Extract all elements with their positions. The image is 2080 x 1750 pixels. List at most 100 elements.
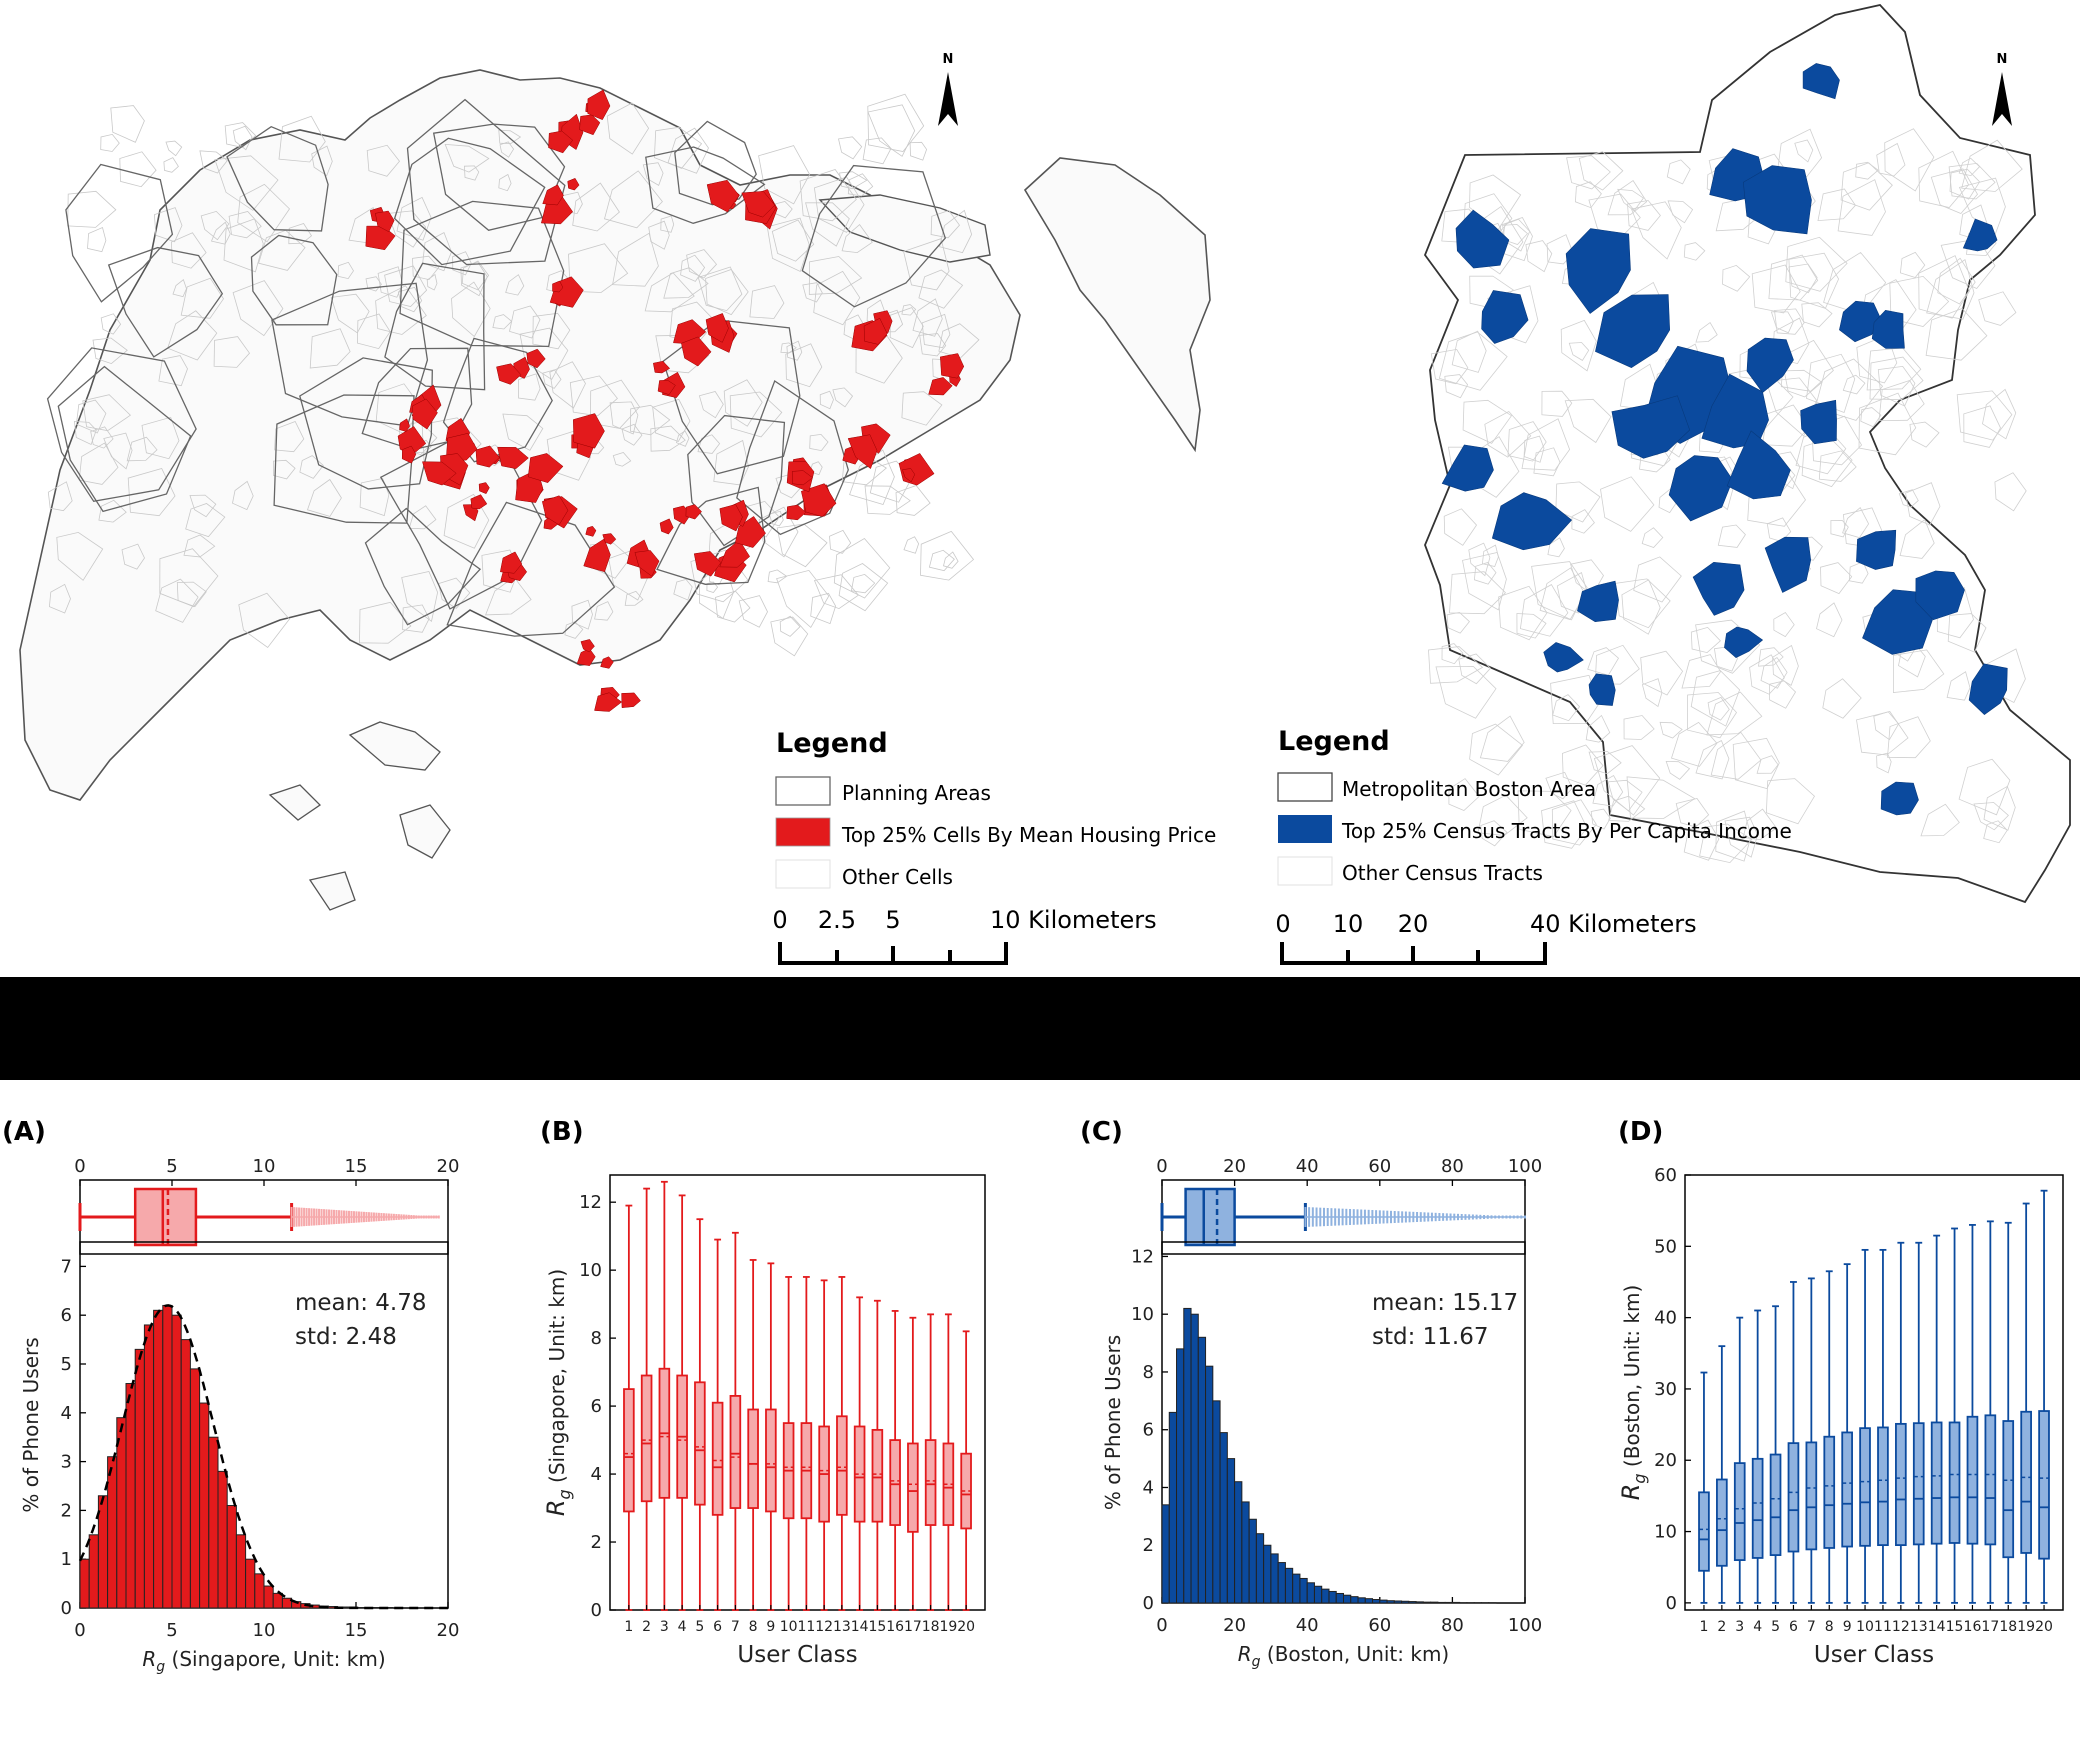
top25-tract [1491, 492, 1573, 551]
x-tick-label: 20 [2035, 1619, 2053, 1635]
top25-cell [552, 280, 564, 293]
planning-area-outline [384, 262, 486, 391]
map-cell [170, 232, 207, 269]
census-tract [1909, 421, 1940, 448]
x-tick-label: 17 [904, 1619, 922, 1635]
census-tract [1552, 694, 1581, 722]
map-cell [919, 333, 947, 357]
census-tract [1773, 611, 1795, 638]
y-tick-label: 2 [591, 1532, 602, 1553]
census-tract [1592, 774, 1624, 807]
histogram-bar [1226, 1458, 1236, 1604]
top-tick-label: 0 [74, 1156, 85, 1177]
map-cell [396, 196, 432, 241]
census-tract [1926, 259, 1975, 320]
top25-cell [621, 692, 641, 708]
map-cell [569, 375, 618, 417]
top25-cell [705, 313, 729, 343]
planning-area-outline [299, 357, 433, 490]
black-band [0, 977, 2080, 1080]
top25-tract [1543, 642, 1584, 673]
histogram-bar [1386, 1600, 1395, 1604]
census-tract [1507, 421, 1547, 462]
x-tick-label: 3 [660, 1619, 669, 1635]
y-axis-label: % of Phone Users [1101, 1335, 1125, 1510]
map-cell [463, 165, 480, 181]
y-tick-label: 5 [61, 1354, 72, 1375]
map-cell [589, 379, 641, 429]
histogram-bar [1168, 1411, 1178, 1604]
planning-area-outline [393, 137, 546, 266]
planning-area-outline [361, 347, 473, 451]
census-tract [1516, 613, 1547, 639]
map-cell [738, 595, 768, 628]
map-cell [311, 145, 333, 177]
census-tract [1788, 252, 1840, 309]
iqr-box [1751, 1457, 1764, 1559]
iqr-box [889, 1439, 901, 1526]
map-cell [768, 510, 784, 527]
histogram-bar [1321, 1588, 1330, 1604]
census-tract [1760, 656, 1788, 689]
histogram-bar [1212, 1400, 1221, 1604]
iqr-box [836, 1415, 848, 1516]
census-tract [1961, 139, 2023, 192]
iqr-box [1984, 1414, 1997, 1546]
top25-cell [567, 177, 580, 191]
census-tract [1898, 489, 1919, 508]
census-tract [1816, 602, 1843, 638]
iqr-box [1733, 1462, 1746, 1561]
y-tick-label: 10 [1131, 1304, 1154, 1325]
map-cell [481, 549, 520, 593]
y-tick-label: 6 [1143, 1420, 1154, 1441]
singapore-south-islands [268, 721, 451, 911]
map-cell [210, 221, 231, 245]
map-cell [90, 426, 114, 449]
y-tick-label: 20 [1654, 1450, 1677, 1471]
std-annotation: std: 11.67 [1372, 1324, 1489, 1350]
x-tick-label: 80 [1441, 1615, 1464, 1636]
map-cell [571, 599, 593, 630]
top25-cell [940, 353, 965, 379]
map-cell [895, 485, 931, 516]
map-cell [366, 144, 401, 177]
map-cell [706, 581, 719, 593]
histogram-bar [88, 1534, 99, 1609]
iqr-box [1769, 1453, 1782, 1556]
panel-label: (C) [1080, 1117, 1123, 1147]
planning-area-outline [271, 282, 429, 427]
x-tick-label: 17 [1981, 1619, 1999, 1635]
top25-tract [1726, 430, 1791, 500]
census-tract [1884, 128, 1935, 192]
histogram-bar [226, 1505, 237, 1609]
census-tract [1695, 740, 1730, 780]
census-tract [1566, 155, 1611, 190]
x-tick-label: 14 [851, 1619, 869, 1635]
map-cell [505, 274, 525, 296]
y-tick-label: 3 [61, 1452, 72, 1473]
map-cell [165, 140, 183, 157]
map-cell [121, 543, 145, 570]
x-axis-label: User Class [737, 1642, 857, 1668]
top25-cell [861, 423, 891, 454]
top25-cell [399, 418, 410, 432]
legend-item-other-tracts: Other Census Tracts [1342, 861, 1543, 885]
singapore-map: N Legend Planning Areas Top 25% Cells By… [19, 52, 1216, 965]
map-cell [770, 616, 809, 657]
map-cell [47, 481, 73, 512]
map-cell [377, 266, 404, 298]
top-tick-label: 60 [1368, 1156, 1391, 1177]
map-cell [776, 569, 830, 629]
x-tick-label: 5 [695, 1619, 704, 1635]
map-cell [629, 404, 671, 436]
map-cell [100, 313, 122, 335]
census-tract [1817, 188, 1856, 222]
census-tract [1477, 794, 1528, 836]
histogram-bar [1408, 1601, 1417, 1604]
map-cell [519, 327, 569, 380]
map-cell [938, 323, 980, 359]
top25-cell [801, 483, 837, 517]
map-cell [606, 102, 650, 155]
map-cell [810, 592, 837, 625]
